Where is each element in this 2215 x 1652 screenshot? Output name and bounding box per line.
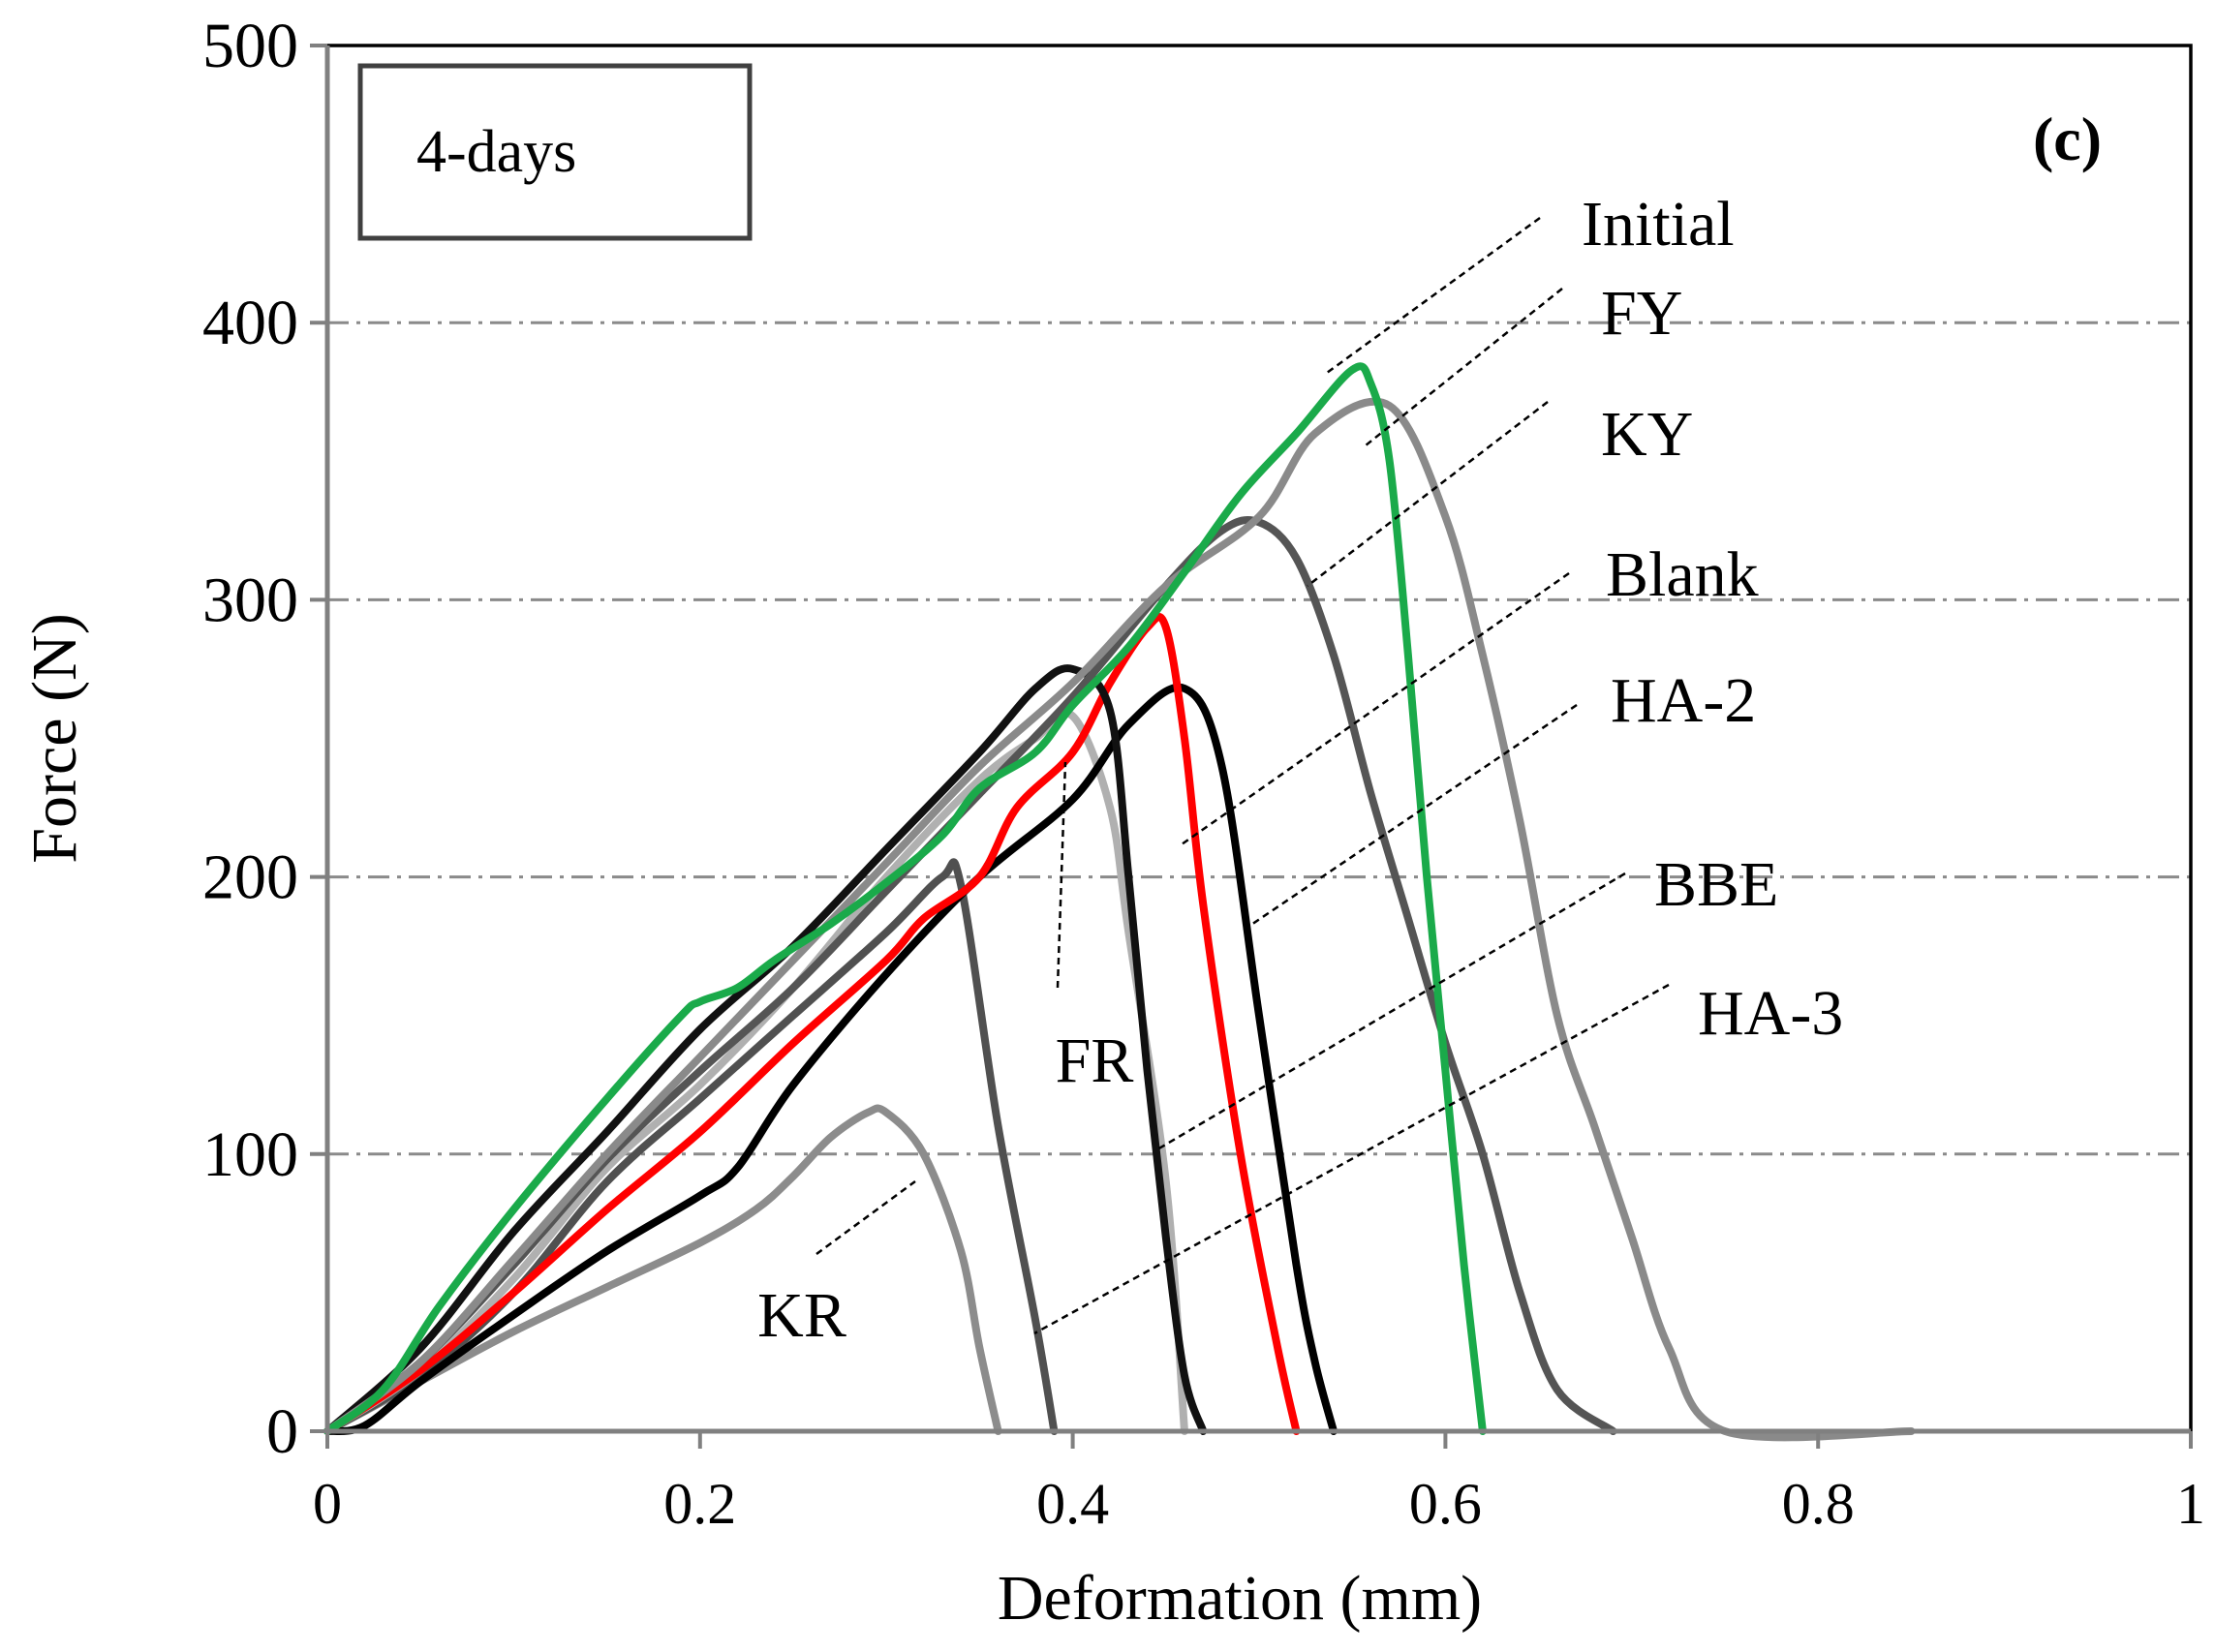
leader-line-initial — [1326, 216, 1541, 375]
curve-label-ky: KY — [1601, 399, 1693, 470]
series-line-blank — [323, 664, 1208, 1435]
leader-line-fr — [1056, 761, 1067, 989]
curve-label-fy: FY — [1601, 278, 1682, 349]
curve-label-initial: Initial — [1582, 189, 1735, 260]
condition-box — [357, 63, 753, 241]
label-leader-lines — [815, 216, 1670, 1335]
x-axis-title: Deformation (mm) — [998, 1563, 1482, 1634]
series-lines — [323, 362, 1916, 1442]
y-tick-label-300: 300 — [202, 565, 298, 635]
axes — [310, 44, 2193, 1449]
leader-line-bbe — [1156, 872, 1626, 1151]
series-line-bbe — [323, 613, 1301, 1435]
x-tick-label-0-8: 0.8 — [1782, 1472, 1855, 1536]
curve-label-ha-3: HA-3 — [1698, 978, 1843, 1049]
leader-line-blank — [1181, 571, 1570, 846]
leader-line-ha-3 — [1033, 983, 1670, 1335]
leader-line-fy — [1365, 288, 1563, 446]
y-tick-label-100: 100 — [202, 1119, 298, 1190]
leader-line-ha-2 — [1239, 703, 1578, 934]
leader-line-kr — [815, 1179, 916, 1256]
y-axis-title: Force (N) — [19, 613, 90, 863]
panel-label: (c) — [2033, 105, 2102, 173]
curve-label-bbe: BBE — [1654, 849, 1778, 920]
x-tick-label-0-2: 0.2 — [663, 1472, 736, 1536]
curve-label-fr: FR — [1056, 1025, 1134, 1096]
curve-label-blank: Blank — [1606, 539, 1759, 610]
series-line-fy — [323, 397, 1916, 1442]
y-tick-label-0: 0 — [266, 1396, 298, 1467]
curve-label-kr: KR — [757, 1280, 846, 1351]
x-tick-label-0: 0 — [313, 1472, 342, 1536]
x-tick-label-1: 1 — [2176, 1472, 2205, 1536]
chart-text: 0 100 200 300 400 500 0 0.2 0.4 0.6 0.8 1 Deformatio… — [19, 11, 2205, 1634]
y-tick-label-500: 500 — [202, 11, 298, 81]
series-line-kr — [323, 1104, 1002, 1435]
x-tick-label-0-4: 0.4 — [1036, 1472, 1109, 1536]
y-tick-label-400: 400 — [202, 288, 298, 358]
curve-label-ha-2: HA-2 — [1611, 665, 1756, 736]
series-line-initial — [323, 362, 1487, 1435]
condition-label: 4-days — [416, 119, 576, 185]
leader-line-ky — [1307, 401, 1549, 587]
gridlines — [327, 321, 2191, 1156]
y-tick-label-200: 200 — [202, 842, 298, 913]
x-tick-label-0-6: 0.6 — [1409, 1472, 1482, 1536]
